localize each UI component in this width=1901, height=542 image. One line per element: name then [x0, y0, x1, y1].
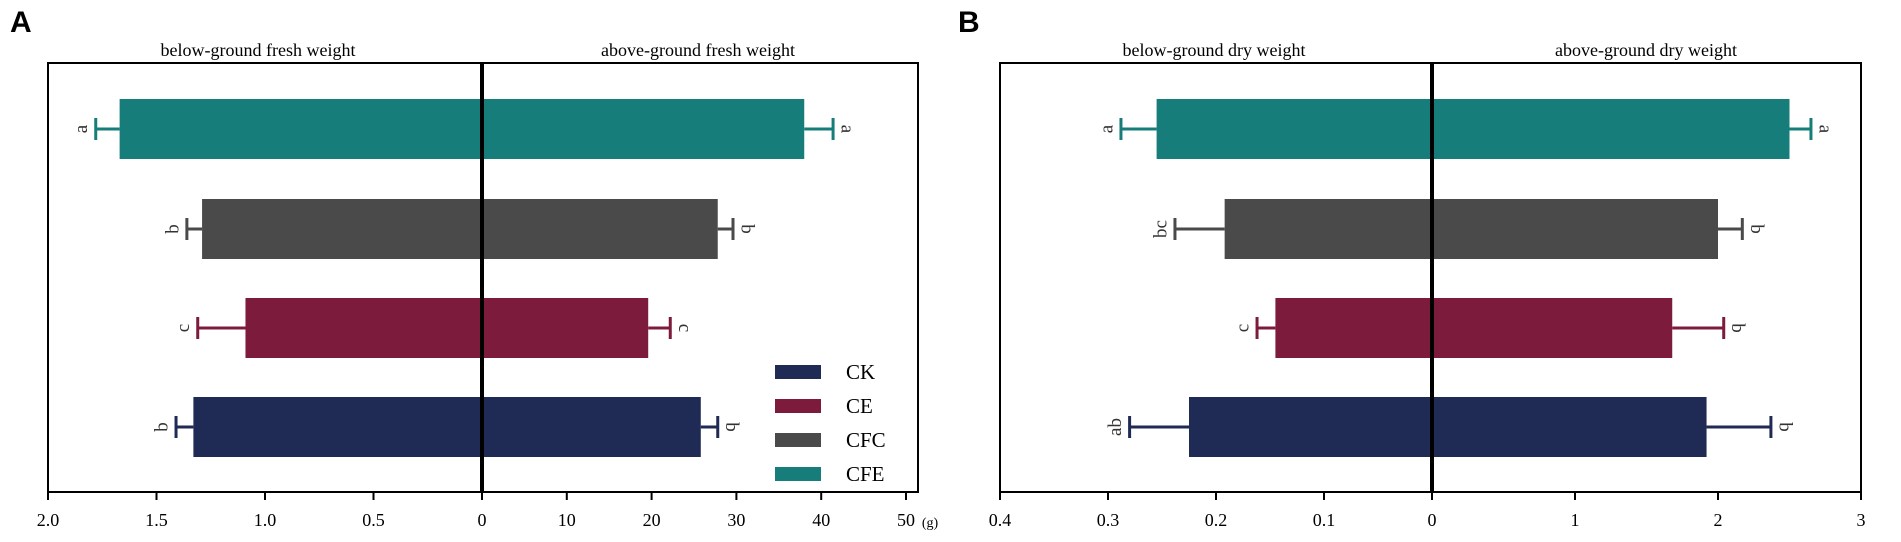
left-axis-tick-label: 2.0	[37, 510, 60, 530]
legend-swatch-ce	[775, 399, 821, 413]
bar-right-ce	[482, 298, 649, 358]
sig-label-left-ck: b	[152, 422, 173, 432]
right-axis-tick-label: 20	[643, 510, 661, 530]
legend-label-ck: CK	[846, 360, 875, 384]
right-axis-tick-label: 50	[897, 510, 915, 530]
bar-right-cfe	[1432, 99, 1790, 159]
sig-label-right-cfc: b	[737, 224, 758, 234]
right-half-title: above-ground dry weight	[1555, 40, 1737, 60]
right-half-title: above-ground fresh weight	[601, 40, 795, 60]
sig-label-right-ce: c	[674, 324, 695, 332]
right-axis-tick-label: 0	[478, 510, 487, 530]
bar-left-cfe	[119, 99, 483, 159]
left-axis-tick-label: 0.5	[362, 510, 385, 530]
left-axis-tick-label: 0.4	[989, 510, 1012, 530]
sig-label-right-ck: b	[721, 422, 742, 432]
bar-right-cfe	[482, 99, 805, 159]
legend-label-cfe: CFE	[846, 462, 885, 486]
bar-right-ck	[1432, 397, 1707, 457]
bar-left-cfc	[1224, 199, 1432, 259]
right-axis-tick-label: 3	[1857, 510, 1866, 530]
left-axis-tick-label: 0.3	[1097, 510, 1120, 530]
left-half-title: below-ground dry weight	[1123, 40, 1306, 60]
left-axis-tick-label: 1.5	[145, 510, 168, 530]
bar-right-cfc	[482, 199, 718, 259]
axis-unit-label: (g)	[922, 516, 939, 531]
panel-letter: B	[958, 6, 980, 39]
left-axis-tick-label: 1.0	[254, 510, 277, 530]
sig-label-left-ce: c	[1233, 324, 1254, 332]
bar-left-ce	[245, 298, 482, 358]
bar-left-ck	[193, 397, 482, 457]
sig-label-right-cfc: b	[1746, 224, 1767, 234]
legend-swatch-ck	[775, 365, 821, 379]
legend-label-ce: CE	[846, 394, 873, 418]
right-axis-tick-label: 1	[1571, 510, 1580, 530]
right-axis-tick-label: 0	[1428, 510, 1437, 530]
sig-label-left-ce: c	[173, 324, 194, 332]
sig-label-right-cfe: a	[837, 125, 858, 134]
right-axis-tick-label: 10	[558, 510, 576, 530]
sig-label-left-cfe: a	[1096, 124, 1117, 133]
bar-left-cfe	[1156, 99, 1432, 159]
bar-left-ck	[1189, 397, 1432, 457]
legend-label-cfc: CFC	[846, 428, 886, 452]
left-axis-tick-label: 0.2	[1205, 510, 1228, 530]
bar-left-cfc	[202, 199, 482, 259]
sig-label-right-ce: b	[1727, 323, 1748, 333]
bar-right-ck	[482, 397, 701, 457]
legend-swatch-cfc	[775, 433, 821, 447]
panel-letter: A	[10, 6, 32, 39]
sig-label-left-ck: ab	[1105, 418, 1126, 436]
sig-label-right-ck: b	[1774, 422, 1795, 432]
sig-label-right-cfe: a	[1814, 125, 1835, 134]
sig-label-left-cfe: a	[71, 124, 92, 133]
sig-label-left-cfc: b	[162, 224, 183, 234]
legend-swatch-cfe	[775, 467, 821, 481]
left-half-title: below-ground fresh weight	[161, 40, 356, 60]
right-axis-tick-label: 40	[812, 510, 830, 530]
sig-label-left-cfc: bc	[1150, 220, 1171, 238]
bar-right-cfc	[1432, 199, 1718, 259]
right-axis-tick-label: 2	[1714, 510, 1723, 530]
bar-left-ce	[1275, 298, 1432, 358]
legend: CK CE CFC CFE	[775, 360, 886, 486]
left-axis-tick-label: 0.1	[1313, 510, 1336, 530]
bar-right-ce	[1432, 298, 1673, 358]
right-axis-tick-label: 30	[727, 510, 745, 530]
